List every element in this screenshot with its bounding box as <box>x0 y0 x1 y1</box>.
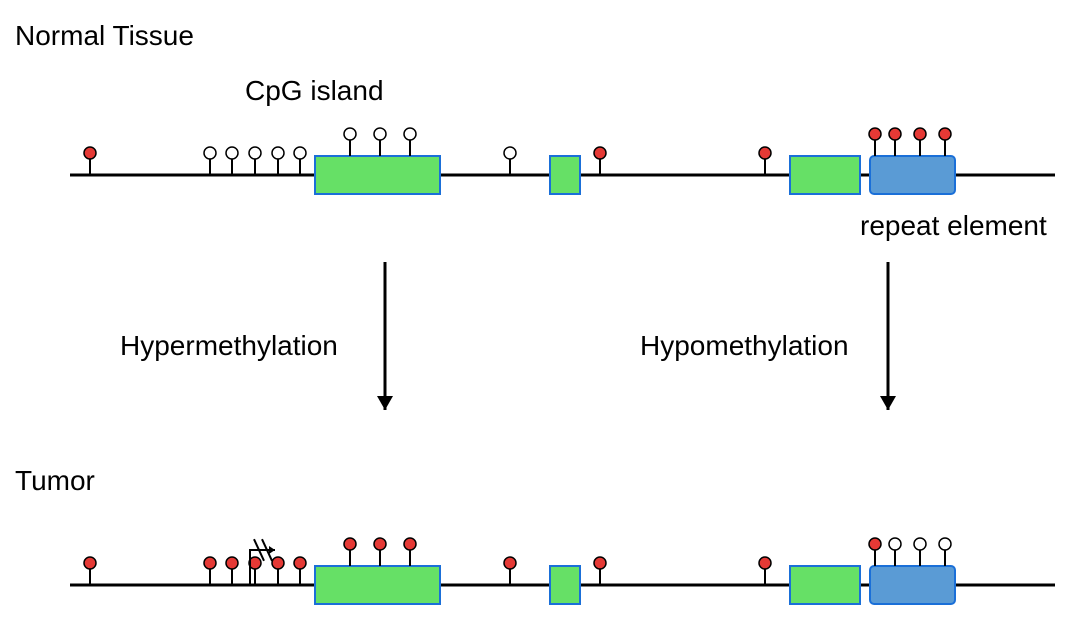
normal-tissue-label: Normal Tissue <box>15 20 194 52</box>
methylation-diagram <box>0 0 1080 628</box>
tumor-label: Tumor <box>15 465 95 497</box>
hypermethylation-label: Hypermethylation <box>120 330 338 362</box>
hypomethylation-label: Hypomethylation <box>640 330 849 362</box>
cpg-island-label: CpG island <box>245 75 384 107</box>
repeat-element-label: repeat element <box>860 210 1047 242</box>
